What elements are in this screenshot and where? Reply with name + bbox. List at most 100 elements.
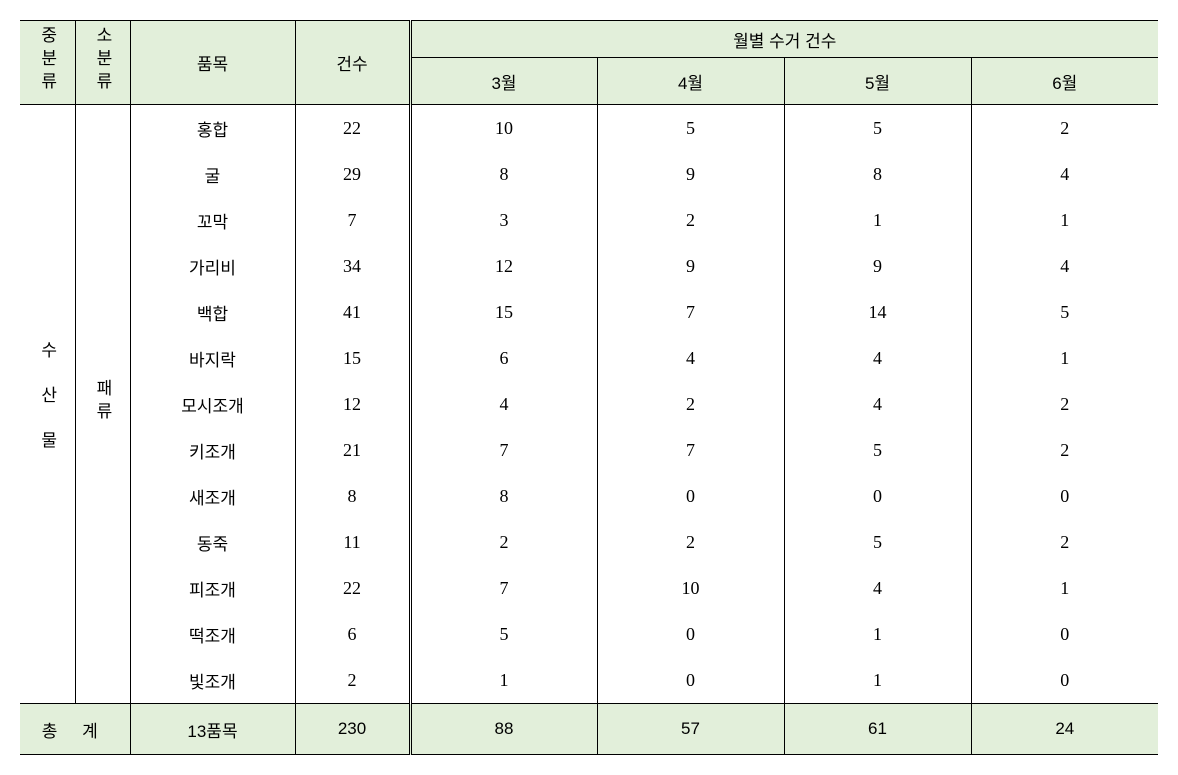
table-row: 가리비3412994 <box>20 243 1158 289</box>
month-cell: 3 <box>410 197 597 243</box>
month-cell: 2 <box>597 519 784 565</box>
month-cell: 2 <box>597 381 784 427</box>
count-cell: 8 <box>295 473 410 519</box>
total-item-summary: 13품목 <box>130 704 295 755</box>
month-cell: 2 <box>971 105 1158 152</box>
month-cell: 6 <box>410 335 597 381</box>
item-cell: 가리비 <box>130 243 295 289</box>
header-monthly-group: 월별 수거 건수 <box>410 21 1158 58</box>
month-cell: 2 <box>971 427 1158 473</box>
month-cell: 2 <box>597 197 784 243</box>
item-cell: 모시조개 <box>130 381 295 427</box>
month-cell: 1 <box>784 657 971 704</box>
month-cell: 0 <box>597 611 784 657</box>
month-cell: 1 <box>971 335 1158 381</box>
table-header: 중분류 소분류 품목 건수 월별 수거 건수 3월 4월 5월 6월 <box>20 21 1158 105</box>
month-cell: 5 <box>971 289 1158 335</box>
header-category2: 소분류 <box>75 21 130 105</box>
count-cell: 12 <box>295 381 410 427</box>
month-cell: 5 <box>410 611 597 657</box>
count-cell: 29 <box>295 151 410 197</box>
month-cell: 5 <box>784 519 971 565</box>
month-cell: 4 <box>784 335 971 381</box>
table-row: 키조개217752 <box>20 427 1158 473</box>
month-cell: 7 <box>410 427 597 473</box>
count-cell: 6 <box>295 611 410 657</box>
month-cell: 7 <box>597 289 784 335</box>
total-row: 총 계 13품목 230 88 57 61 24 <box>20 704 1158 755</box>
month-cell: 0 <box>784 473 971 519</box>
table-row: 새조개88000 <box>20 473 1158 519</box>
count-cell: 41 <box>295 289 410 335</box>
header-month-4: 4월 <box>597 58 784 105</box>
count-cell: 2 <box>295 657 410 704</box>
item-cell: 백합 <box>130 289 295 335</box>
month-cell: 4 <box>971 243 1158 289</box>
item-cell: 새조개 <box>130 473 295 519</box>
month-cell: 8 <box>410 151 597 197</box>
header-month-6: 6월 <box>971 58 1158 105</box>
category1-cell: 수산물 <box>20 105 75 704</box>
month-cell: 0 <box>971 611 1158 657</box>
month-cell: 0 <box>971 657 1158 704</box>
item-cell: 빛조개 <box>130 657 295 704</box>
item-cell: 바지락 <box>130 335 295 381</box>
count-cell: 34 <box>295 243 410 289</box>
month-cell: 1 <box>410 657 597 704</box>
month-cell: 9 <box>597 243 784 289</box>
month-cell: 9 <box>597 151 784 197</box>
item-cell: 피조개 <box>130 565 295 611</box>
table-row: 모시조개124242 <box>20 381 1158 427</box>
total-label: 총 계 <box>20 704 130 755</box>
table-row: 굴298984 <box>20 151 1158 197</box>
count-cell: 21 <box>295 427 410 473</box>
total-m4: 57 <box>597 704 784 755</box>
month-cell: 7 <box>597 427 784 473</box>
total-m6: 24 <box>971 704 1158 755</box>
month-cell: 4 <box>410 381 597 427</box>
count-cell: 22 <box>295 105 410 152</box>
table-row: 백합41157145 <box>20 289 1158 335</box>
month-cell: 1 <box>784 197 971 243</box>
month-cell: 5 <box>597 105 784 152</box>
month-cell: 0 <box>597 657 784 704</box>
month-cell: 1 <box>971 197 1158 243</box>
month-cell: 10 <box>597 565 784 611</box>
month-cell: 9 <box>784 243 971 289</box>
count-cell: 15 <box>295 335 410 381</box>
item-cell: 굴 <box>130 151 295 197</box>
month-cell: 5 <box>784 427 971 473</box>
month-cell: 14 <box>784 289 971 335</box>
table-row: 수산물패류홍합2210552 <box>20 105 1158 152</box>
table-row: 떡조개65010 <box>20 611 1158 657</box>
header-item: 품목 <box>130 21 295 105</box>
month-cell: 8 <box>784 151 971 197</box>
month-cell: 1 <box>971 565 1158 611</box>
month-cell: 1 <box>784 611 971 657</box>
month-cell: 0 <box>597 473 784 519</box>
count-cell: 7 <box>295 197 410 243</box>
item-cell: 키조개 <box>130 427 295 473</box>
table-row: 동죽112252 <box>20 519 1158 565</box>
table-body: 수산물패류홍합2210552굴298984꼬막73211가리비3412994백합… <box>20 105 1158 704</box>
collection-table: 중분류 소분류 품목 건수 월별 수거 건수 3월 4월 5월 6월 수산물패류… <box>20 20 1158 755</box>
item-cell: 홍합 <box>130 105 295 152</box>
table-row: 빛조개21010 <box>20 657 1158 704</box>
month-cell: 12 <box>410 243 597 289</box>
month-cell: 2 <box>971 519 1158 565</box>
total-m5: 61 <box>784 704 971 755</box>
total-count: 230 <box>295 704 410 755</box>
header-month-5: 5월 <box>784 58 971 105</box>
month-cell: 7 <box>410 565 597 611</box>
month-cell: 10 <box>410 105 597 152</box>
month-cell: 2 <box>410 519 597 565</box>
category2-cell: 패류 <box>75 105 130 704</box>
table-row: 피조개2271041 <box>20 565 1158 611</box>
count-cell: 22 <box>295 565 410 611</box>
month-cell: 4 <box>971 151 1158 197</box>
table-row: 꼬막73211 <box>20 197 1158 243</box>
month-cell: 4 <box>784 565 971 611</box>
table-row: 바지락156441 <box>20 335 1158 381</box>
item-cell: 꼬막 <box>130 197 295 243</box>
month-cell: 0 <box>971 473 1158 519</box>
